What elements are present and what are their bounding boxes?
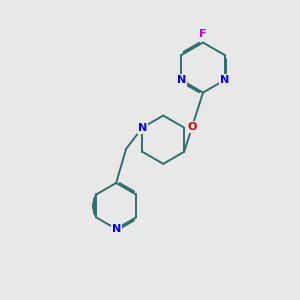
Text: N: N [220, 75, 229, 85]
Text: N: N [112, 224, 121, 234]
Text: O: O [188, 122, 197, 132]
Text: N: N [138, 123, 147, 133]
Text: N: N [177, 75, 186, 85]
Text: F: F [199, 29, 207, 39]
